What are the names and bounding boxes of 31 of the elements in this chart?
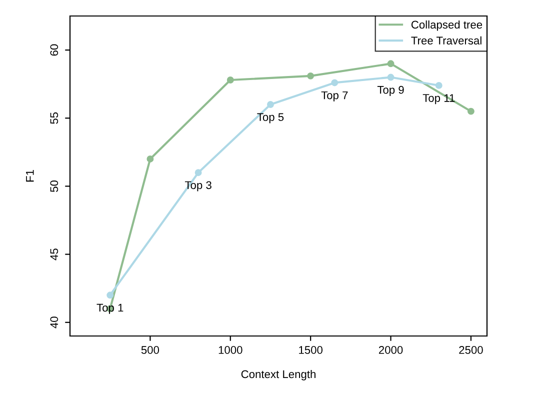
legend-label: Tree Traversal [411, 36, 482, 45]
y-tick-label: 55 [50, 112, 58, 124]
y-tick-label: 40 [50, 316, 58, 328]
y-tick-label: 60 [50, 44, 58, 56]
point [106, 292, 114, 299]
annotation: Top 11 [422, 94, 455, 104]
annotation: Top 1 [96, 304, 124, 314]
point [226, 76, 234, 84]
point [467, 108, 474, 115]
point [307, 72, 314, 80]
annotation: Top 9 [377, 86, 404, 96]
x-tick-label: 1000 [218, 346, 242, 354]
point [435, 82, 442, 89]
point [194, 169, 202, 176]
x-tick-label: 2500 [459, 346, 483, 354]
point [146, 156, 154, 162]
annotation: Top 3 [184, 181, 212, 192]
x-tick-label: 500 [141, 346, 160, 354]
x-axis-title: Context Length [241, 370, 316, 380]
x-tick-label: 1500 [299, 346, 322, 354]
y-axis-title: F1 [26, 170, 34, 182]
y-tick-label: 45 [50, 248, 58, 260]
legend-label: Collapsed tree [411, 20, 482, 31]
point [267, 101, 274, 108]
point [387, 74, 394, 81]
point [387, 60, 394, 68]
annotation: Top 7 [321, 91, 348, 102]
annotation: Top 5 [257, 113, 284, 124]
x-tick-label: 2000 [378, 346, 403, 354]
y-tick-label: 50 [50, 180, 58, 192]
point [331, 79, 338, 86]
